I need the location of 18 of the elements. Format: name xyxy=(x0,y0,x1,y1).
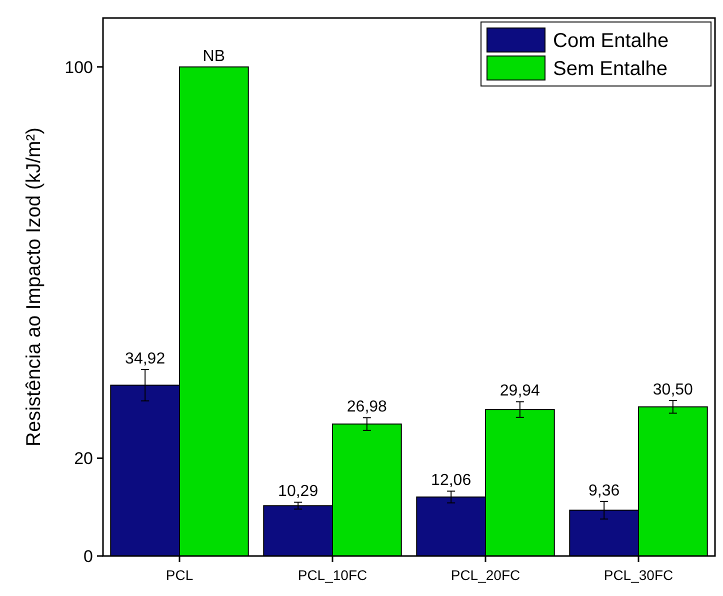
data-label: 9,36 xyxy=(588,482,620,500)
legend-label: Sem Entalhe xyxy=(553,58,668,80)
y-tick-label: 0 xyxy=(84,546,93,566)
legend-label: Com Entalhe xyxy=(553,30,669,52)
data-label: 29,94 xyxy=(500,382,540,400)
y-axis-title: Resistência ao Impacto Izod (kJ/m²) xyxy=(23,128,45,446)
x-tick-label: PCL_20FC xyxy=(450,567,520,583)
y-tick-label: 100 xyxy=(64,58,93,77)
data-label: NB xyxy=(202,48,226,65)
x-tick-label: PCL_30FC xyxy=(604,567,674,583)
data-label: 10,29 xyxy=(278,483,318,500)
data-label: 12,06 xyxy=(431,472,472,490)
data-label: 30,50 xyxy=(652,381,694,398)
x-tick-label: PCL_10FC xyxy=(298,567,368,583)
y-tick-label: 20 xyxy=(74,449,93,468)
data-label: 34,92 xyxy=(125,350,166,368)
x-tick-label: PCL xyxy=(166,567,194,583)
data-label: 26,98 xyxy=(346,398,388,416)
